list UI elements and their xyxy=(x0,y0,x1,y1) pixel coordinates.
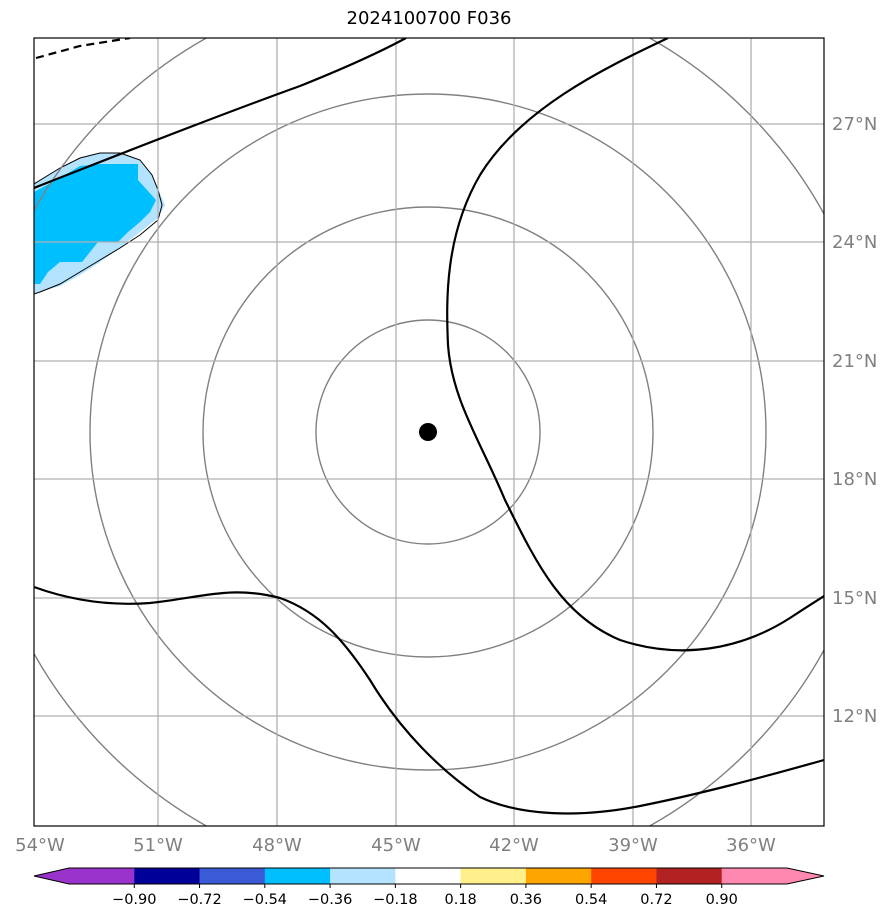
colorbar-cell xyxy=(134,868,201,884)
x-tick-label: 39°W xyxy=(608,835,658,856)
x-tick-label: 54°W xyxy=(15,835,65,856)
y-tick-label: 12°N xyxy=(832,706,877,727)
contour-east-loop xyxy=(446,38,824,652)
contour-northwest xyxy=(34,38,407,190)
colorbar-cell xyxy=(69,868,135,884)
y-tick-label: 24°N xyxy=(832,232,877,253)
y-tick-label: 21°N xyxy=(832,351,877,372)
colorbar: −0.90 −0.72 −0.54 −0.36 −0.18 0.18 0.36 0.54 0.7… xyxy=(33,867,825,908)
range-ring-1 xyxy=(315,319,541,545)
x-tick-label: 42°W xyxy=(489,835,539,856)
map-title: 2024100700 F036 xyxy=(346,8,512,29)
colorbar-extend-high xyxy=(787,868,824,884)
plot-frame xyxy=(33,37,825,827)
x-tick-label: 51°W xyxy=(133,835,183,856)
x-tick-label: 48°W xyxy=(252,835,302,856)
colorbar-cell xyxy=(721,868,788,884)
x-tick-label: 45°W xyxy=(371,835,421,856)
shaded-region-edge xyxy=(34,152,163,295)
colorbar-extend-low xyxy=(34,868,69,884)
colorbar-label: −0.90 xyxy=(112,892,156,908)
colorbar-cell xyxy=(460,868,527,884)
colorbar-cell xyxy=(264,868,331,884)
colorbar-label: 0.90 xyxy=(706,892,738,908)
colorbar-label: −0.18 xyxy=(373,892,417,908)
colorbar-label: 0.36 xyxy=(510,892,542,908)
colorbar-label: −0.54 xyxy=(243,892,287,908)
y-axis-labels: 27°N 24°N 21°N 18°N 15°N 12°N xyxy=(832,114,877,727)
contour-dashed xyxy=(35,38,131,60)
y-tick-label: 27°N xyxy=(832,114,877,135)
x-axis-labels: 54°W 51°W 48°W 45°W 42°W 39°W 36°W xyxy=(15,835,776,856)
storm-center-marker xyxy=(419,423,437,441)
colorbar-label: 0.72 xyxy=(640,892,672,908)
colorbar-cell xyxy=(525,868,592,884)
colorbar-label: −0.36 xyxy=(308,892,352,908)
colorbar-label: 0.54 xyxy=(575,892,607,908)
gridlines xyxy=(34,38,824,826)
range-ring-2 xyxy=(202,206,654,658)
y-tick-label: 15°N xyxy=(832,588,877,609)
contour-south xyxy=(34,585,824,815)
colorbar-cell xyxy=(395,868,462,884)
colorbar-cell xyxy=(591,868,657,884)
colorbar-label: 0.18 xyxy=(444,892,476,908)
shaded-region-inner xyxy=(34,164,156,284)
range-rings xyxy=(34,38,824,826)
range-ring-3 xyxy=(89,93,767,771)
colorbar-cell xyxy=(330,868,396,884)
y-tick-label: 18°N xyxy=(832,469,877,490)
contours xyxy=(34,38,824,815)
colorbar-label: −0.72 xyxy=(177,892,221,908)
colorbar-cell xyxy=(199,868,266,884)
x-tick-label: 36°W xyxy=(726,835,776,856)
colorbar-cell xyxy=(656,868,723,884)
